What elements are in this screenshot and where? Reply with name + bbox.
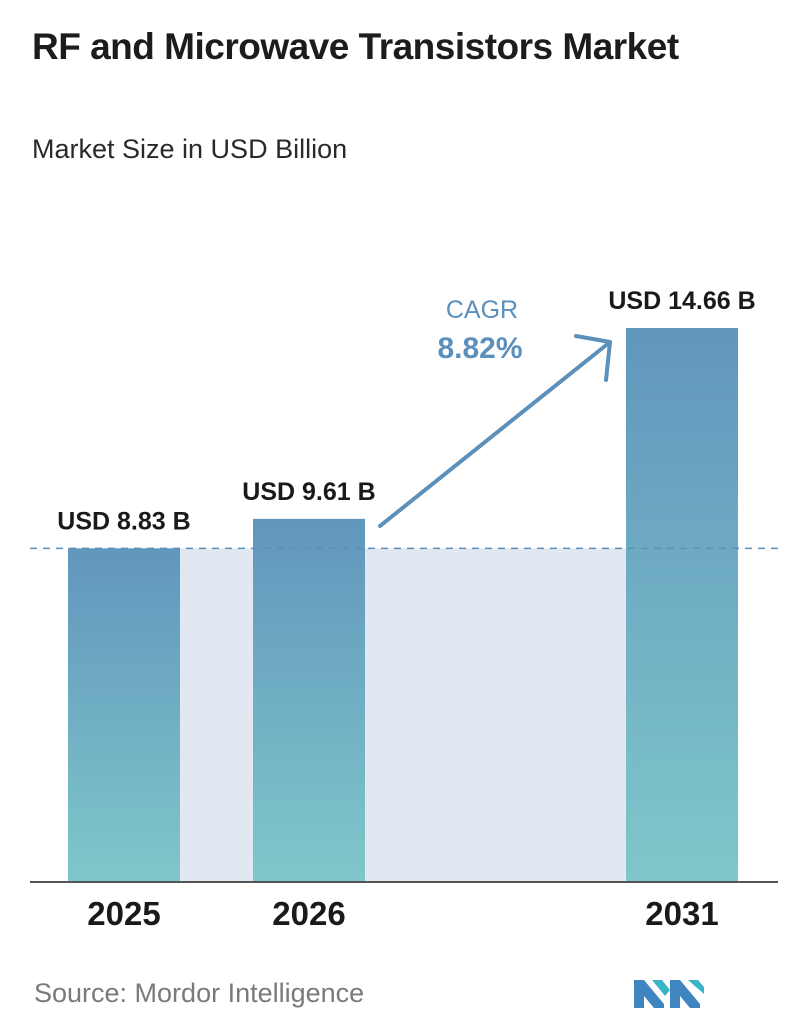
chart-subtitle: Market Size in USD Billion — [32, 134, 348, 164]
cagr-label: CAGR — [446, 296, 518, 324]
bar-2025 — [68, 548, 180, 882]
value-label-2025: USD 8.83 B — [57, 507, 190, 535]
chart-title: RF and Microwave Transistors Market — [32, 26, 679, 67]
cagr-arrow-head-icon — [574, 334, 612, 382]
bar-2026 — [253, 518, 365, 882]
x-tick-label-2025: 2025 — [87, 895, 160, 932]
bar-2031 — [626, 328, 738, 882]
value-label-2026: USD 9.61 B — [242, 478, 375, 506]
mordor-logo-icon — [634, 980, 704, 1008]
value-label-2031: USD 14.66 B — [608, 287, 755, 315]
x-tick-label-2026: 2026 — [272, 895, 345, 932]
cagr-arrow — [378, 340, 612, 528]
x-tick-label-2031: 2031 — [645, 895, 718, 932]
source-note: Source: Mordor Intelligence — [34, 978, 365, 1008]
cagr-value: 8.82% — [437, 332, 522, 365]
